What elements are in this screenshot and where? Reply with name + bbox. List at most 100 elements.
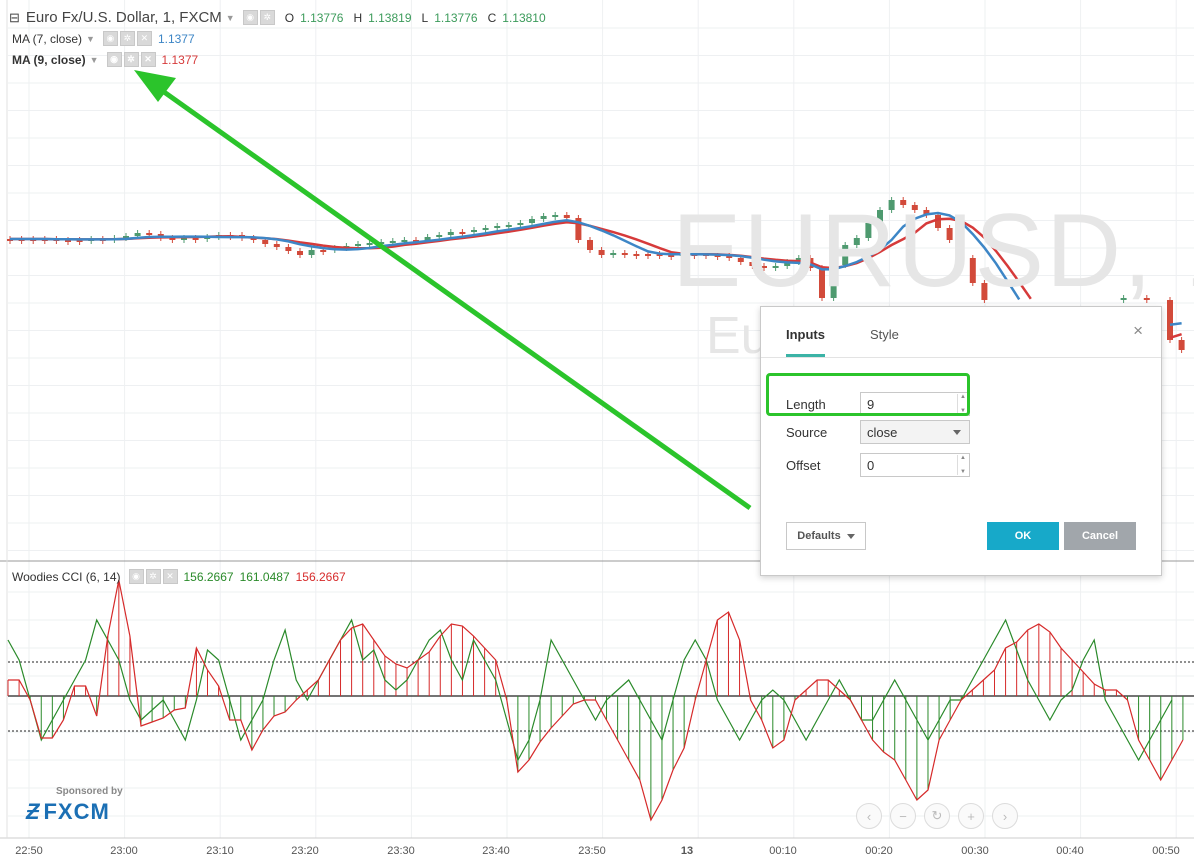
candle-body: [587, 240, 593, 250]
candle-body: [935, 215, 941, 228]
ma9-value: 1.1377: [161, 52, 199, 67]
chevron-down-icon[interactable]: ▼: [89, 54, 99, 65]
zoom-in-icon[interactable]: +: [958, 803, 984, 829]
candle-body: [946, 228, 953, 240]
candle-body: [737, 258, 744, 262]
eye-icon[interactable]: ◉: [242, 10, 258, 25]
ma9-legend: MA (9, close) ▼ ◉ ✲ ✕ 1.1377: [12, 52, 198, 67]
ma7-label[interactable]: MA (7, close): [12, 31, 83, 46]
candle-body: [250, 238, 257, 240]
chevron-down-icon[interactable]: [953, 430, 961, 435]
chevron-down-icon[interactable]: ▼: [960, 408, 966, 414]
sponsor-logo[interactable]: Sponsored by Ƶ FXCM: [26, 786, 123, 825]
chevron-up-icon[interactable]: ▲: [960, 394, 966, 400]
candle-body: [865, 223, 872, 238]
tab-style[interactable]: Style: [870, 327, 899, 342]
candle-body: [958, 240, 965, 258]
time-tick-label: 00:40: [1056, 845, 1084, 857]
candle-body: [842, 245, 849, 265]
time-tick-label: 23:50: [578, 845, 606, 857]
candle-body: [645, 254, 651, 256]
gear-icon[interactable]: ✲: [145, 569, 161, 584]
low-label: L: [421, 10, 429, 25]
eye-icon[interactable]: ◉: [106, 52, 122, 67]
candle-body: [853, 238, 860, 245]
source-select[interactable]: close: [860, 420, 970, 444]
candle-body: [923, 210, 930, 215]
candle-body: [749, 262, 756, 266]
candle-body: [123, 236, 129, 238]
gear-icon[interactable]: ✲: [123, 52, 139, 67]
cci-label[interactable]: Woodies CCI (6, 14): [12, 569, 121, 584]
gear-icon[interactable]: ✲: [119, 31, 135, 46]
candle-body: [900, 200, 907, 205]
chevron-down-icon[interactable]: ▼: [225, 12, 235, 23]
offset-input[interactable]: 0 ▲ ▼: [860, 453, 970, 477]
candle-body: [830, 265, 837, 298]
gear-icon[interactable]: ✲: [259, 10, 275, 25]
candle-body: [436, 235, 443, 237]
candle-body: [911, 205, 918, 210]
reset-icon[interactable]: ↻: [924, 803, 950, 829]
eye-icon[interactable]: ◉: [102, 31, 118, 46]
close-icon[interactable]: ×: [1133, 321, 1143, 340]
candle-body: [633, 254, 640, 256]
source-value[interactable]: close: [867, 425, 898, 440]
indicator-settings-dialog: Inputs Style × Length 9 ▲ ▼ Source close …: [760, 306, 1162, 576]
candle-body: [297, 251, 303, 255]
cci-turbo-line: [7, 618, 1173, 762]
cci-line: [8, 579, 1184, 822]
time-tick-label: 22:50: [15, 845, 43, 857]
candle-body: [262, 240, 269, 244]
candle-body: [1178, 340, 1185, 350]
candle-body: [389, 241, 396, 243]
high-value: 1.13819: [368, 10, 412, 25]
ma9-label[interactable]: MA (9, close): [12, 52, 86, 67]
length-value[interactable]: 9: [867, 397, 875, 412]
cci-value-1: 156.2667: [183, 569, 234, 584]
candle-body: [494, 226, 501, 228]
chevron-up-icon[interactable]: ▲: [960, 455, 966, 461]
candle-body: [888, 200, 895, 210]
close-icon[interactable]: ✕: [140, 52, 156, 67]
close-label: C: [487, 10, 497, 25]
close-icon[interactable]: ✕: [162, 569, 178, 584]
candle-body: [726, 255, 733, 258]
high-label: H: [353, 10, 363, 25]
chevron-down-icon[interactable]: ▼: [960, 469, 966, 475]
time-tick-label: 13: [680, 845, 694, 857]
offset-stepper[interactable]: ▲ ▼: [957, 455, 968, 475]
candle-body: [575, 218, 582, 240]
defaults-button[interactable]: Defaults: [786, 522, 866, 550]
candle-body: [320, 250, 327, 252]
close-icon[interactable]: ✕: [136, 31, 152, 46]
ma7-legend: MA (7, close) ▼ ◉ ✲ ✕ 1.1377: [12, 31, 195, 46]
length-stepper[interactable]: ▲ ▼: [957, 394, 968, 414]
chevron-down-icon: [846, 533, 855, 539]
scroll-left-icon[interactable]: ‹: [856, 803, 882, 829]
time-tick-label: 00:20: [865, 845, 893, 857]
offset-value[interactable]: 0: [867, 458, 875, 473]
candle-body: [552, 215, 559, 217]
ma7-value: 1.1377: [157, 31, 195, 46]
candle-body: [378, 242, 385, 244]
candle-body: [447, 232, 454, 235]
tab-inputs[interactable]: Inputs: [786, 327, 825, 357]
source-label: Source: [786, 425, 828, 440]
ok-button[interactable]: OK: [987, 522, 1059, 550]
scroll-right-icon[interactable]: ›: [992, 803, 1018, 829]
open-value: 1.13776: [300, 10, 344, 25]
candle-body: [668, 255, 675, 257]
collapse-icon[interactable]: ⊟: [9, 9, 20, 25]
chevron-down-icon[interactable]: ▼: [86, 33, 95, 44]
dialog-tabs: Inputs Style ×: [761, 307, 1161, 358]
time-tick-label: 00:10: [769, 845, 797, 857]
candle-body: [598, 250, 605, 255]
zoom-out-icon[interactable]: −: [890, 803, 916, 829]
cci-legend: Woodies CCI (6, 14) ◉ ✲ ✕ 156.2667 161.048…: [12, 569, 346, 584]
eye-icon[interactable]: ◉: [128, 569, 144, 584]
main-series-legend: ⊟ Euro Fx/U.S. Dollar, 1, FXCM ▼ ◉ ✲ O 1.1…: [9, 9, 546, 26]
cancel-button[interactable]: Cancel: [1064, 522, 1136, 550]
series-title[interactable]: Euro Fx/U.S. Dollar, 1, FXCM: [25, 9, 222, 26]
